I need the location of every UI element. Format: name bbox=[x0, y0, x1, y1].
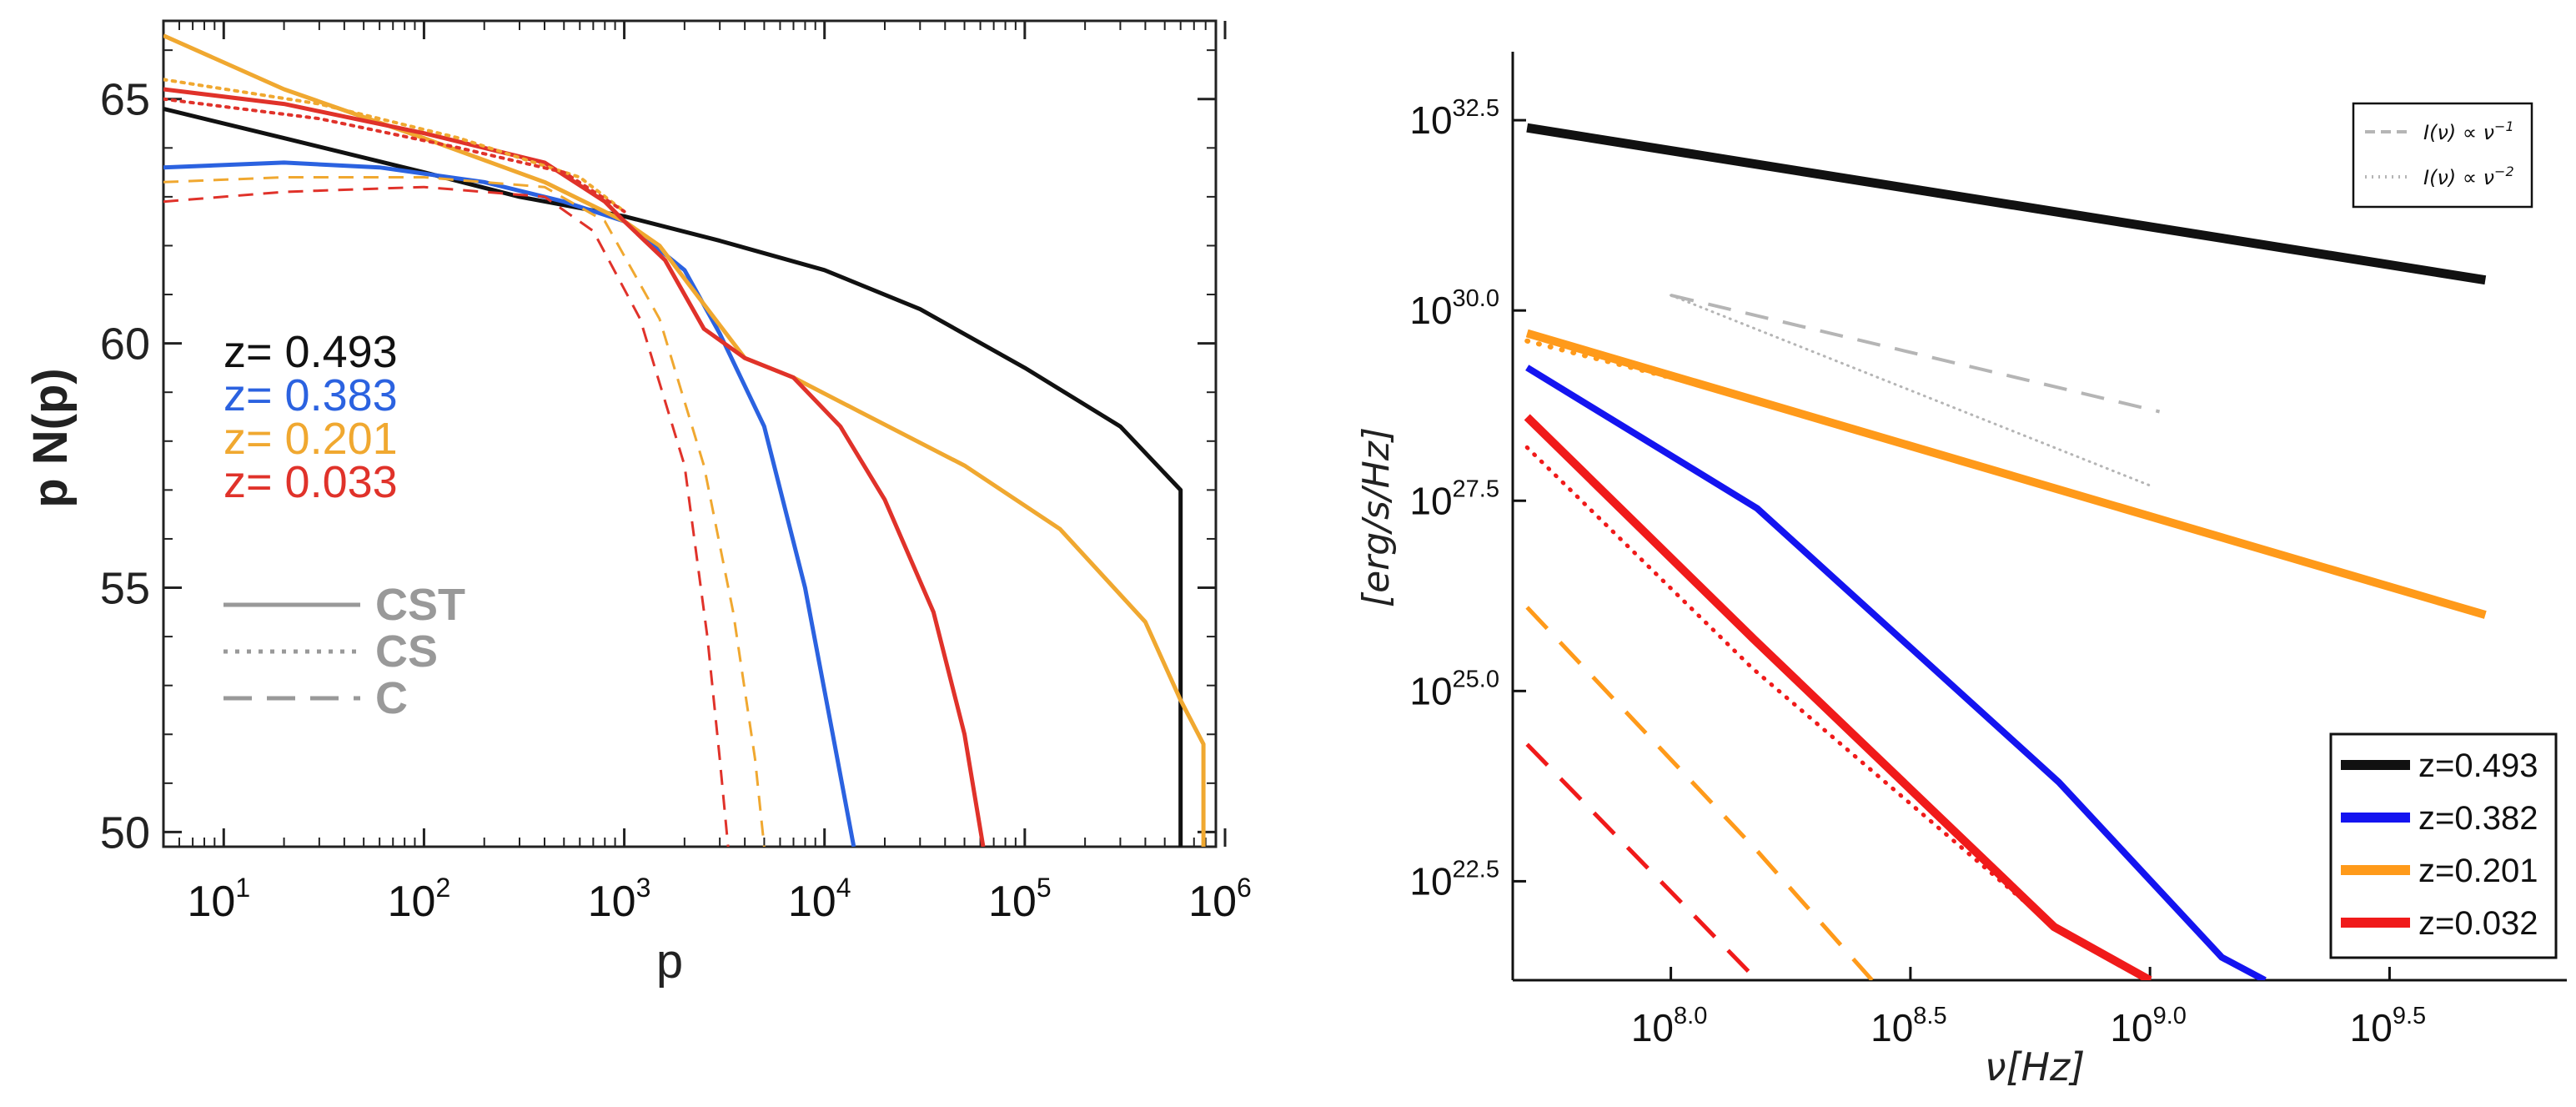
right-legend: z=0.493 z=0.382 z=0.201 z=0.032 bbox=[2329, 732, 2558, 959]
right-reference-legend-label: I(ν) ∝ ν−2 bbox=[2423, 164, 2514, 189]
right-reference-legend: I(ν) ∝ ν−1 I(ν) ∝ ν−2 bbox=[2352, 102, 2533, 209]
right-legend-label: z=0.201 bbox=[2418, 853, 2538, 889]
left-y-tick-label: 60 bbox=[100, 320, 150, 370]
left-z-legend-label: z= 0.383 bbox=[223, 370, 398, 420]
right-chart: 108.0 108.5 109.0 109.5 1022.5 1025.0 1027.5 10… bbox=[1355, 52, 2567, 1089]
right-y-tick-label: 1025.0 bbox=[1409, 666, 1499, 712]
right-series-line bbox=[1525, 606, 1874, 980]
right-x-axis-label: ν[Hz] bbox=[1985, 1044, 2085, 1089]
right-x-tick-label: 109.5 bbox=[2350, 1003, 2427, 1049]
right-series-line bbox=[1525, 329, 2487, 619]
right-series-line bbox=[1670, 294, 2152, 487]
left-style-legend-label: CS bbox=[375, 626, 438, 677]
left-series-line bbox=[163, 97, 626, 214]
left-y-axis-label: p N(p) bbox=[23, 368, 78, 508]
left-z-legend-label: z= 0.493 bbox=[223, 327, 398, 377]
left-x-tick-label: 106 bbox=[1188, 873, 1252, 926]
left-plot-frame bbox=[162, 19, 1218, 848]
right-legend-label: z=0.032 bbox=[2418, 905, 2538, 942]
right-ticks bbox=[1513, 118, 2391, 980]
left-series-line bbox=[163, 87, 986, 847]
left-x-tick-label: 105 bbox=[988, 873, 1052, 926]
left-x-tick-label: 102 bbox=[388, 873, 451, 926]
right-legend-label: z=0.382 bbox=[2418, 800, 2538, 837]
right-x-tick-label: 108.0 bbox=[1631, 1003, 1708, 1049]
right-series-line bbox=[1524, 414, 2152, 980]
left-x-axis-label: p bbox=[656, 934, 683, 989]
right-series-line bbox=[1525, 742, 1759, 980]
right-y-tick-label: 1022.5 bbox=[1409, 856, 1499, 903]
left-y-tick-label: 55 bbox=[100, 564, 150, 614]
right-series-line bbox=[1524, 445, 2152, 980]
left-x-tick-label: 104 bbox=[788, 873, 851, 926]
left-series-line bbox=[163, 185, 730, 847]
left-x-tick-label: 103 bbox=[588, 873, 651, 926]
right-reference-legend-box bbox=[2352, 102, 2533, 209]
left-series-line bbox=[163, 106, 1183, 847]
right-y-axis-label: [erg/s/Hz] bbox=[1355, 427, 1398, 607]
left-z-legend-label: z= 0.201 bbox=[223, 414, 398, 464]
left-style-legend-label: C bbox=[375, 673, 408, 723]
right-x-tick-label: 109.0 bbox=[2110, 1003, 2187, 1049]
right-y-tick-label: 1027.5 bbox=[1409, 476, 1499, 522]
left-series-line bbox=[163, 176, 766, 847]
right-tick-labels: 108.0 108.5 109.0 109.5 1022.5 1025.0 1027.5 10… bbox=[1409, 95, 2426, 1049]
right-x-tick-label: 108.5 bbox=[1870, 1003, 1947, 1049]
right-y-tick-label: 1030.0 bbox=[1409, 285, 1499, 332]
right-legend-label: z=0.493 bbox=[2418, 747, 2538, 784]
left-style-legend-label: CST bbox=[375, 580, 465, 630]
left-y-tick-label: 50 bbox=[100, 808, 150, 858]
right-series-line bbox=[1670, 293, 2161, 414]
right-series-line bbox=[1525, 365, 2267, 980]
left-series-line bbox=[163, 160, 856, 847]
left-ticks bbox=[163, 21, 1227, 847]
left-z-legend-label: z= 0.033 bbox=[223, 457, 398, 507]
left-tick-labels: 101 102 103 104 105 106 50 55 60 65 bbox=[100, 75, 1252, 926]
left-x-tick-label: 101 bbox=[187, 873, 250, 926]
right-series-group bbox=[1524, 123, 2487, 980]
left-y-tick-label: 65 bbox=[100, 75, 150, 125]
left-series-line bbox=[163, 78, 626, 214]
right-reference-legend-label: I(ν) ∝ ν−1 bbox=[2423, 118, 2514, 144]
left-chart: 101 102 103 104 105 106 50 55 60 65 p p N(p) z= 0… bbox=[23, 19, 1252, 989]
right-y-tick-label: 1032.5 bbox=[1409, 95, 1499, 142]
left-series-group bbox=[163, 33, 1206, 847]
right-series-line bbox=[1526, 123, 2487, 285]
